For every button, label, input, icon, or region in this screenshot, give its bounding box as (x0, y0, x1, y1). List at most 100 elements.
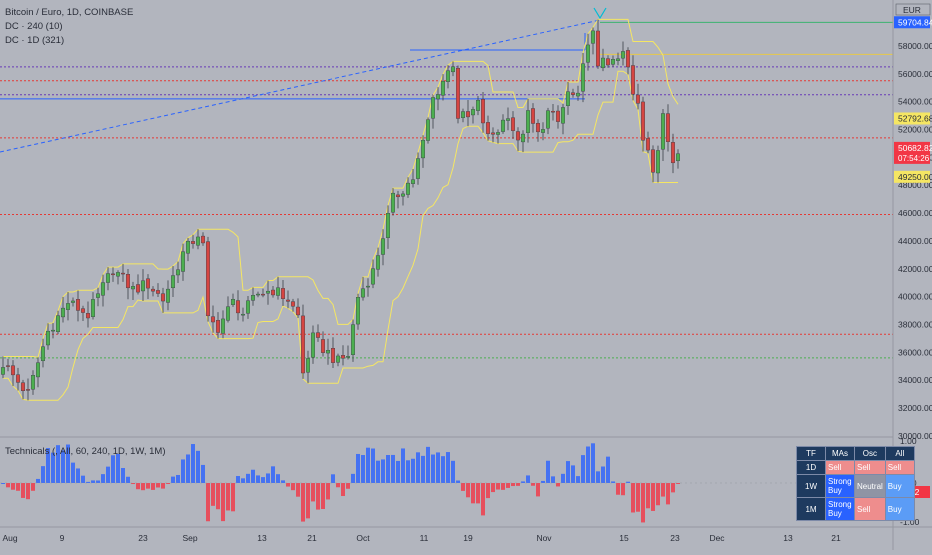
time-tick-label: 15 (619, 533, 629, 543)
histogram-bar (306, 483, 310, 519)
candle-body (10, 365, 15, 376)
candle (586, 33, 591, 71)
candle (606, 55, 611, 68)
candle-body (135, 284, 140, 293)
histogram-bar (466, 483, 470, 498)
candle-body (676, 153, 681, 162)
candle (626, 47, 631, 75)
price-tick-label: 38000.00 (898, 319, 932, 329)
candle (486, 115, 491, 141)
histogram-bar (116, 453, 120, 483)
candle (336, 353, 341, 367)
candle (306, 350, 311, 384)
currency-box[interactable] (895, 3, 931, 16)
histogram-bar (601, 466, 605, 483)
histogram-bar (251, 469, 255, 483)
candle-body (291, 301, 296, 307)
histogram-bar (566, 461, 570, 483)
cell-1w-osc: Neutral (854, 474, 886, 498)
candle-body (125, 274, 130, 289)
candle-body (36, 362, 41, 378)
candle-body (461, 111, 466, 118)
candle-body (626, 50, 631, 68)
candle-body (521, 133, 526, 143)
candle-body (556, 110, 561, 122)
histogram-bar (581, 455, 585, 483)
candle-body (531, 108, 536, 124)
row-tf-1d: 1D (796, 460, 826, 475)
candle (205, 236, 210, 322)
histogram-bar (336, 483, 340, 488)
candle (90, 292, 95, 320)
candle (70, 297, 75, 307)
histogram-bar (396, 460, 400, 483)
time-axis[interactable]: Aug 9 23 Sep 13 21 Oct 11 19 Nov 15 23 Dec 13 21 (2, 533, 841, 543)
candle-body (501, 119, 506, 132)
histogram-bar (561, 473, 565, 483)
candle (351, 319, 356, 362)
histogram-bar (301, 483, 305, 522)
candle (235, 290, 240, 321)
candle-body (561, 107, 566, 124)
candle (195, 229, 200, 250)
candle (601, 48, 606, 72)
indicator-dc-1d[interactable]: DC · 1D (321) (5, 35, 65, 46)
histogram-bar (501, 483, 505, 490)
candle (130, 281, 135, 300)
indicator-dc-240[interactable]: DC · 240 (10) (5, 21, 63, 32)
histogram-bar (191, 444, 195, 483)
histogram-bar (291, 483, 295, 491)
histogram-bar (531, 483, 535, 486)
candle-body (476, 99, 481, 111)
candle-body (451, 66, 456, 73)
candle (551, 104, 556, 121)
candle-body (436, 94, 441, 100)
candles (1, 19, 681, 401)
histogram-bar (596, 471, 600, 483)
candle-body (551, 110, 556, 113)
currency-label[interactable]: EUR (903, 5, 921, 15)
candle-body (376, 255, 381, 270)
histogram-bar (236, 476, 240, 483)
histogram-bar (326, 483, 330, 500)
histogram-bar (56, 445, 60, 483)
candle-body (411, 179, 416, 184)
histogram-bar (586, 446, 590, 483)
histogram-bar (176, 474, 180, 483)
candle-body (441, 81, 446, 96)
candle (200, 232, 205, 246)
candle (366, 278, 371, 297)
candle (671, 133, 676, 174)
candle (115, 270, 120, 285)
histogram-bar (506, 483, 510, 488)
histogram-bar (511, 483, 515, 487)
candle (46, 323, 51, 350)
channel-upper (3, 18, 679, 358)
technicals-legend[interactable]: Technicals (, All, 60, 240, 1D, 1W, 1M) (5, 446, 166, 457)
histogram-bar (1, 483, 5, 484)
candle (611, 55, 616, 67)
candle (631, 55, 636, 101)
candle-body (641, 101, 646, 141)
candle-body (471, 109, 476, 116)
candle (105, 267, 110, 291)
candle-body (145, 278, 150, 289)
symbol-title[interactable]: Bitcoin / Euro, 1D, COINBASE (5, 7, 134, 18)
header-osc: Osc (854, 446, 886, 461)
candle-body (421, 139, 426, 159)
candle (591, 27, 596, 55)
candle-body (511, 117, 516, 131)
histogram-bar (266, 473, 270, 483)
histogram-bar (606, 456, 610, 483)
candle (621, 41, 626, 66)
osc-tick-label: -1.00 (900, 517, 920, 527)
candle (16, 367, 21, 391)
candle-body (210, 316, 215, 323)
candle-body (356, 297, 361, 325)
histogram-bar (376, 460, 380, 483)
histogram-bar (416, 452, 420, 483)
candle (160, 287, 165, 313)
